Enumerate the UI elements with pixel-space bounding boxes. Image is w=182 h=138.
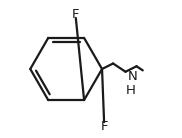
Text: F: F [72,8,80,21]
Text: N: N [128,70,137,83]
Text: H: H [126,84,136,97]
Text: F: F [100,120,108,133]
